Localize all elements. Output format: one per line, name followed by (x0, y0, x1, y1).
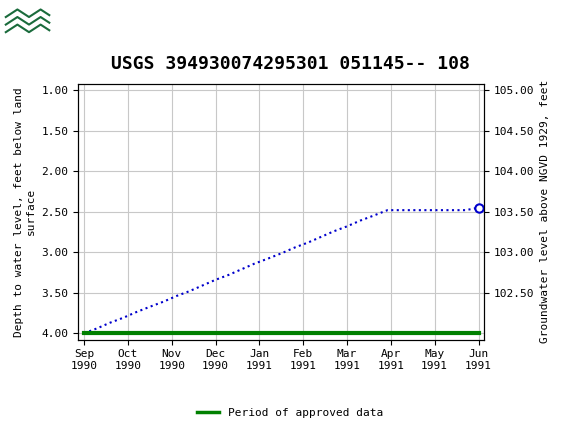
Text: USGS: USGS (57, 9, 117, 28)
Bar (3, 3, 52, 35)
Legend: Period of approved data: Period of approved data (193, 403, 387, 422)
Y-axis label: Depth to water level, feet below land
surface: Depth to water level, feet below land su… (14, 87, 36, 337)
Y-axis label: Groundwater level above NGVD 1929, feet: Groundwater level above NGVD 1929, feet (540, 80, 550, 344)
Text: USGS 394930074295301 051145-- 108: USGS 394930074295301 051145-- 108 (111, 55, 469, 73)
